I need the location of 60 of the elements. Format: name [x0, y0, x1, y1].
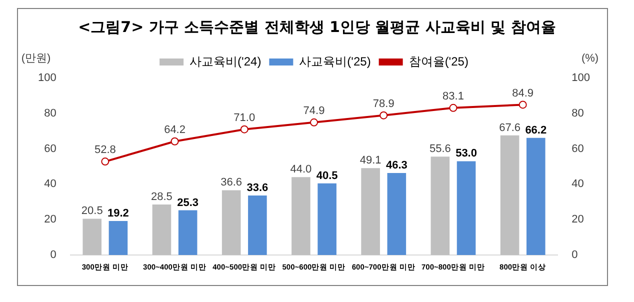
bar — [430, 156, 450, 255]
y-tick-label: 100 — [38, 72, 56, 84]
y-tick-label: 60 — [44, 142, 56, 155]
point — [449, 104, 458, 112]
bar — [500, 135, 520, 255]
bar — [108, 221, 128, 255]
data-label: 40.5 — [316, 170, 338, 182]
y-tick-label: 20 — [44, 214, 56, 226]
point — [240, 125, 248, 134]
bar — [526, 138, 546, 255]
y-tick-label: 0 — [50, 249, 56, 262]
point — [170, 137, 179, 146]
data-label: 67.6 — [499, 122, 520, 134]
y2-tick-label: 60 — [572, 142, 584, 155]
data-label: 20.5 — [81, 205, 103, 218]
chart-title: <그림7> 가구 소득수준별 전체학생 1인당 월평균 사교육비 및 참여율 — [77, 18, 557, 37]
data-label: 53.0 — [456, 148, 477, 160]
data-label: 71.0 — [234, 112, 256, 124]
data-label: 19.2 — [108, 208, 129, 220]
y2-axis-title: (%) — [581, 52, 599, 65]
bar — [361, 168, 380, 255]
y2-tick-label: 40 — [572, 178, 584, 190]
point — [310, 118, 318, 126]
y2-tick-label: 20 — [572, 214, 584, 226]
y-axis-title: (만원) — [21, 52, 51, 65]
point — [380, 111, 388, 120]
data-label: 25.3 — [177, 196, 199, 209]
data-label: 78.9 — [372, 98, 394, 110]
data-label: 28.5 — [151, 191, 172, 204]
bar — [178, 210, 198, 255]
y2-tick-label: 0 — [572, 249, 578, 262]
legend-label: 사교육비('24) — [190, 54, 262, 68]
bar — [248, 196, 267, 255]
y-tick-label: 80 — [44, 107, 56, 120]
legend-label: 참여율('25) — [408, 54, 468, 68]
data-label: 44.0 — [290, 164, 312, 176]
data-label: 84.9 — [512, 87, 534, 100]
y2-tick-label: 100 — [572, 72, 590, 84]
bar — [292, 177, 310, 255]
data-label: 33.6 — [246, 182, 268, 194]
data-label: 66.2 — [525, 124, 547, 136]
data-label: 74.9 — [303, 104, 325, 117]
bar — [222, 190, 241, 255]
point — [101, 158, 110, 166]
data-label: 36.6 — [220, 176, 242, 189]
data-label: 49.1 — [360, 154, 382, 167]
data-label: 83.1 — [442, 90, 464, 102]
data-label: 55.6 — [429, 143, 451, 156]
bar — [82, 218, 102, 255]
bar — [387, 173, 406, 255]
data-label: 64.2 — [164, 124, 186, 136]
point — [518, 100, 527, 109]
bar — [152, 204, 172, 255]
bar — [318, 183, 336, 255]
bar — [456, 161, 476, 255]
y-tick-label: 40 — [44, 178, 56, 190]
legend-label: 사교육비('25) — [299, 54, 371, 68]
data-label: 46.3 — [386, 160, 408, 172]
data-label: 52.8 — [94, 144, 116, 156]
y2-tick-label: 80 — [572, 107, 584, 120]
